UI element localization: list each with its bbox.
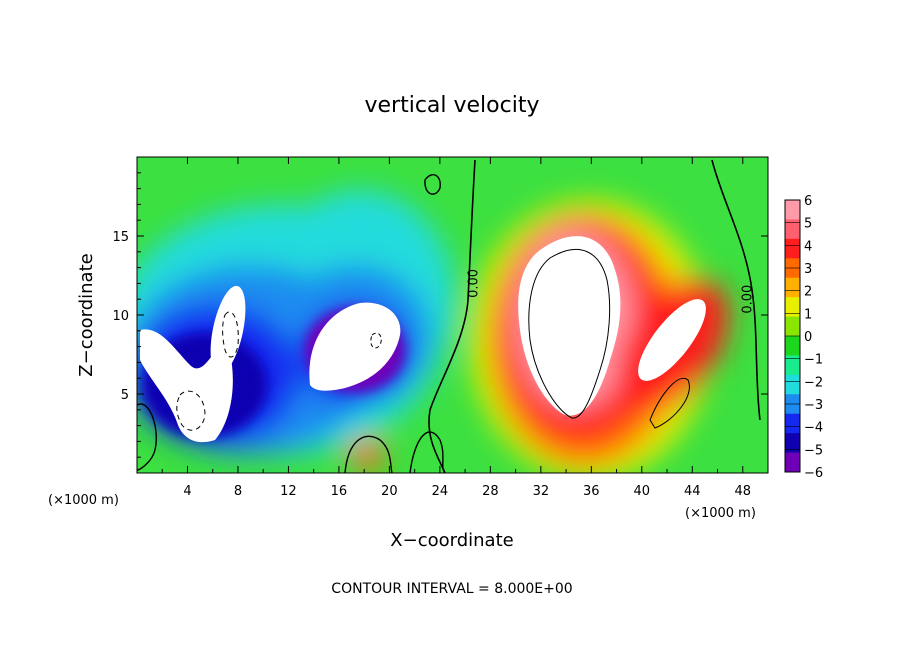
colorbar-tick-label: −3 [804, 398, 823, 413]
colorbar-swatch [785, 336, 800, 356]
colorbar-swatch [785, 433, 800, 454]
updraft-surface [349, 439, 385, 471]
x-tick-label: 36 [583, 484, 600, 499]
x-tick-label: 4 [183, 484, 191, 499]
colorbar-tick-label: −5 [804, 443, 823, 458]
colorbar-tick-label: 1 [804, 307, 812, 322]
x-tick-label: 44 [684, 484, 701, 499]
colorbar-tick-label: −6 [804, 466, 823, 481]
colorbar-tick-label: 2 [804, 285, 812, 300]
contour-surface-mid [344, 435, 393, 473]
colorbar-swatch [785, 277, 800, 298]
x-tick-label: 16 [331, 484, 348, 499]
colorbar-tick-label: 0 [804, 330, 812, 345]
colorbar-swatch [785, 374, 800, 395]
contour-labels: 0.00 0.00 [467, 269, 756, 314]
x-tick-label: 32 [533, 484, 550, 499]
x-tick-label: 12 [280, 484, 297, 499]
colorbar-tick-label: −1 [804, 353, 823, 368]
colorbar-swatch [785, 297, 800, 318]
x-tick-label: 40 [634, 484, 651, 499]
colorbar-tick-label: 6 [804, 194, 812, 209]
downdraft-core-3 [309, 302, 401, 391]
downdraft-core-2 [210, 285, 246, 375]
colorbar-tick-label: 5 [804, 217, 812, 232]
contour-closed-small [424, 174, 441, 195]
colorbar-swatch [785, 452, 800, 473]
y-axis: 5 10 15 [112, 172, 768, 458]
chart-title: vertical velocity [364, 93, 539, 118]
x-tick-label: 20 [381, 484, 398, 499]
contour-surface-right [409, 431, 446, 473]
contour-label: 0.00 [467, 269, 482, 298]
x-unit-left: (×1000 m) [48, 493, 119, 508]
contour-zero-right [711, 159, 761, 421]
contour-downdraft-dashed-2 [222, 311, 239, 358]
contour-updraft-inner [528, 249, 611, 419]
colorbar-tick-label: −4 [804, 421, 823, 436]
colorbar-tick-label: −2 [804, 375, 823, 390]
colorbar-swatch [785, 200, 800, 220]
updraft-core-2 [638, 299, 706, 381]
y-tick-label: 15 [112, 230, 129, 245]
colorbar-tick-label: 3 [804, 262, 812, 277]
y-tick-label: 10 [112, 309, 129, 324]
colorbar-swatch [785, 316, 800, 337]
downdraft-core-1 [140, 329, 233, 443]
colorbar-swatch [785, 413, 800, 434]
contour-interval-note: CONTOUR INTERVAL = 8.000E+00 [331, 581, 572, 597]
contour-updraft-secondary [649, 377, 690, 429]
velocity-field [137, 157, 768, 473]
colorbar-swatch [785, 238, 800, 259]
y-axis-label: Z−coordinate [76, 253, 97, 376]
contour-zero-left [428, 159, 476, 473]
colorbar-swatch [785, 355, 800, 376]
colorbar-swatch [785, 219, 800, 240]
contour-downdraft-dashed-1 [176, 390, 206, 431]
x-axis: 4 8 12 16 20 24 28 32 36 40 44 48 [161, 157, 751, 499]
x-unit-right: (×1000 m) [685, 506, 756, 521]
x-tick-label: 24 [432, 484, 449, 499]
colorbar-tick-label: 4 [804, 239, 812, 254]
x-axis-label: X−coordinate [390, 530, 513, 551]
x-tick-label: 48 [734, 484, 751, 499]
colorbar: 6 5 4 3 2 1 0 −1 −2 −3 −4 −5 −6 [784, 194, 823, 481]
y-tick-label: 5 [121, 388, 129, 403]
contour-surface-left [137, 403, 157, 471]
x-tick-label: 28 [482, 484, 499, 499]
updraft-core [518, 236, 621, 416]
x-tick-label: 8 [234, 484, 242, 499]
contour-label: 0.00 [741, 285, 756, 314]
